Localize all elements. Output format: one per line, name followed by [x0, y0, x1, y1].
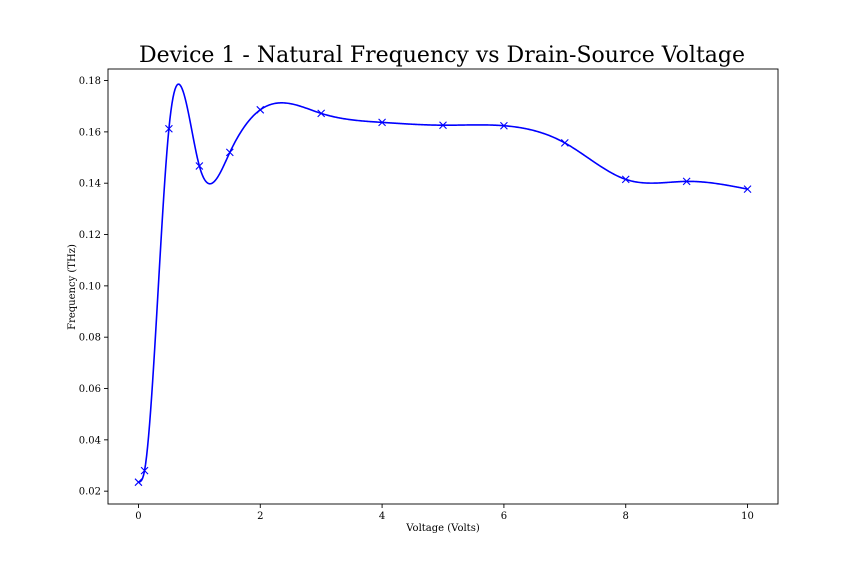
x-axis: 0 2 4 6 8 10 — [135, 504, 754, 522]
y-tick-label: 0.14 — [79, 179, 101, 190]
x-tick-label: 6 — [501, 511, 507, 522]
data-point-marker — [560, 139, 569, 147]
data-point-marker — [378, 118, 386, 127]
data-point-marker — [140, 466, 149, 475]
x-tick-label: 0 — [135, 511, 141, 522]
y-tick-label: 0.04 — [79, 435, 101, 446]
data-point-marker — [439, 121, 447, 130]
data-point-marker — [317, 109, 326, 118]
data-markers — [134, 105, 752, 487]
data-point-marker — [134, 478, 143, 487]
x-tick-label: 2 — [257, 511, 263, 522]
y-tick-label: 0.10 — [79, 281, 101, 292]
y-axis: 0.02 0.04 0.06 0.08 0.10 0.12 0.14 0.16 0.18 — [79, 76, 108, 498]
x-tick-label: 10 — [741, 511, 754, 522]
y-axis-label: Frequency (THz) — [67, 244, 78, 330]
x-axis-label: Voltage (Volts) — [405, 523, 480, 534]
plot-frame — [107, 68, 779, 505]
y-tick-label: 0.12 — [79, 230, 101, 241]
data-point-marker — [621, 175, 630, 184]
y-tick-label: 0.18 — [79, 76, 101, 87]
series-line — [138, 83, 748, 483]
y-tick-label: 0.02 — [79, 487, 101, 498]
data-point-marker — [195, 162, 204, 170]
data-point-marker — [682, 177, 691, 186]
y-tick-label: 0.08 — [79, 333, 101, 344]
data-point-marker — [743, 185, 752, 193]
data-point-marker — [500, 121, 508, 130]
x-tick-label: 4 — [379, 511, 385, 522]
data-point-marker — [256, 105, 265, 114]
x-tick-label: 8 — [623, 511, 629, 522]
chart-title: Device 1 - Natural Frequency vs Drain-So… — [139, 43, 745, 68]
y-tick-label: 0.16 — [79, 127, 101, 138]
data-point-marker — [165, 124, 173, 133]
y-tick-label: 0.06 — [79, 384, 101, 395]
plot-area: 0 2 4 6 8 10 0.02 0.04 0.06 0.08 0.10 0.12 0.14 0.16… — [79, 68, 779, 522]
data-point-marker — [225, 148, 234, 157]
